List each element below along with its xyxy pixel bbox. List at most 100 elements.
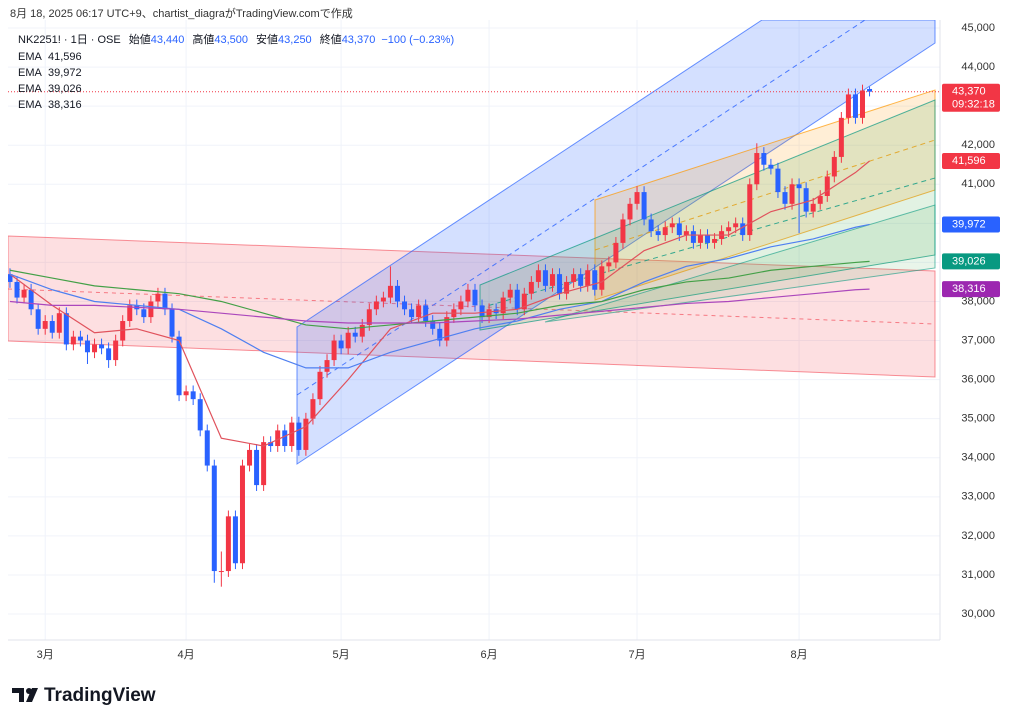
candle-body <box>599 266 605 290</box>
candle-body <box>761 153 767 165</box>
logo: TradingView <box>12 685 156 706</box>
candle-body <box>84 340 90 353</box>
candle-body <box>409 309 415 318</box>
ema-value: 38,316 <box>48 99 82 111</box>
candle-body <box>606 262 612 267</box>
y-tick-label: 34,000 <box>961 452 995 464</box>
candle-body <box>28 289 34 310</box>
drawings <box>8 20 936 465</box>
y-tick-label: 33,000 <box>961 491 995 503</box>
ema-value: 39,026 <box>48 83 82 95</box>
candle-body <box>317 371 323 400</box>
candle-body <box>867 88 873 92</box>
y-tick-label: 36,000 <box>961 374 995 386</box>
y-tick-label: 44,000 <box>961 61 995 73</box>
field-label: 高値 <box>192 32 214 46</box>
candle-body <box>507 289 513 298</box>
candle-body <box>549 274 555 286</box>
ema-name: EMA <box>18 83 43 95</box>
candle-body <box>662 227 668 236</box>
candle-body <box>239 465 245 564</box>
candle-body <box>380 297 386 302</box>
candle-body <box>634 192 640 204</box>
candle-body <box>247 449 253 466</box>
field-label: 安値 <box>256 32 278 46</box>
candle-body <box>754 153 760 185</box>
candle-body <box>521 293 527 310</box>
y-tick-label: 35,000 <box>961 413 995 425</box>
candle-body <box>402 301 408 310</box>
field-value: 43,370 <box>342 34 376 46</box>
candle-body <box>211 465 217 572</box>
symbol-line: NK2251! · 1日 · OSE 始値43,440 高値43,500 安値43,2… <box>18 32 454 46</box>
axes: 30,000 31,000 32,000 33,000 34,000 35,000 36,0… <box>37 22 1000 661</box>
candle-body <box>49 321 55 333</box>
candle-body <box>789 184 795 204</box>
candle-body <box>70 336 76 345</box>
candle-body <box>669 223 675 228</box>
plot <box>8 84 940 587</box>
candle-body <box>733 223 739 228</box>
x-tick-label: 4月 <box>178 649 195 661</box>
ema-tag-label: 41,596 <box>952 155 986 167</box>
candle-body <box>810 203 816 212</box>
candle-body <box>712 238 718 243</box>
ema-tag-label: 39,026 <box>952 255 986 267</box>
candle-body <box>127 305 133 322</box>
field-value: 43,440 <box>151 34 185 46</box>
field-value: 43,500 <box>214 34 248 46</box>
ema-name: EMA <box>18 67 43 79</box>
ema-value: 39,972 <box>48 67 82 79</box>
candle-body <box>479 305 485 318</box>
candle-body <box>352 332 358 337</box>
ema-name: EMA <box>18 99 43 111</box>
x-tick-label: 6月 <box>481 649 498 661</box>
ema-tag-label: 38,316 <box>952 283 986 295</box>
candle-body <box>648 219 654 232</box>
ema-tag <box>942 216 1000 233</box>
field-label: 始値 <box>129 32 151 46</box>
candle-body <box>690 231 696 243</box>
candle-body <box>232 516 238 564</box>
candle-body <box>859 90 865 118</box>
candle-body <box>148 301 154 318</box>
candle-body <box>141 309 147 318</box>
y-tick-label: 30,000 <box>961 608 995 620</box>
candle-body <box>542 270 548 286</box>
candle-body <box>430 321 436 329</box>
price-tag <box>942 83 1000 112</box>
y-tick-label: 37,000 <box>961 334 995 346</box>
candle-body <box>620 219 626 243</box>
candle-body <box>423 305 429 322</box>
ema-line <box>9 260 870 330</box>
candle-body <box>740 223 746 236</box>
candle-body <box>747 184 753 236</box>
candle-body <box>120 321 126 341</box>
candle-body <box>465 289 471 302</box>
ema-value: 41,596 <box>48 51 82 63</box>
price-tag-label: 43,370 <box>952 86 986 98</box>
legend: NK2251! · 1日 · OSE 始値43,440 高値43,500 安値43,2… <box>18 32 454 111</box>
channel-midline <box>594 139 936 251</box>
candle-body <box>831 156 837 177</box>
candle-body <box>394 285 400 302</box>
candle-body <box>535 270 541 282</box>
ema-tag-label: 39,972 <box>952 218 986 230</box>
candle-body <box>676 223 682 236</box>
x-tick-label: 7月 <box>628 649 645 661</box>
candle-body <box>99 344 105 349</box>
candle-body <box>56 313 62 333</box>
candle-body <box>345 332 351 349</box>
candle-body <box>42 321 48 329</box>
ema-tag <box>942 152 1000 169</box>
candle-body <box>331 340 337 361</box>
candle-body <box>338 340 344 349</box>
candle-body <box>197 399 203 431</box>
candle-body <box>472 289 478 306</box>
candle-body <box>275 430 281 447</box>
candle-body <box>416 305 422 318</box>
candle-body <box>444 317 450 341</box>
field-label: 終値 <box>320 32 342 46</box>
candle-body <box>838 117 844 157</box>
